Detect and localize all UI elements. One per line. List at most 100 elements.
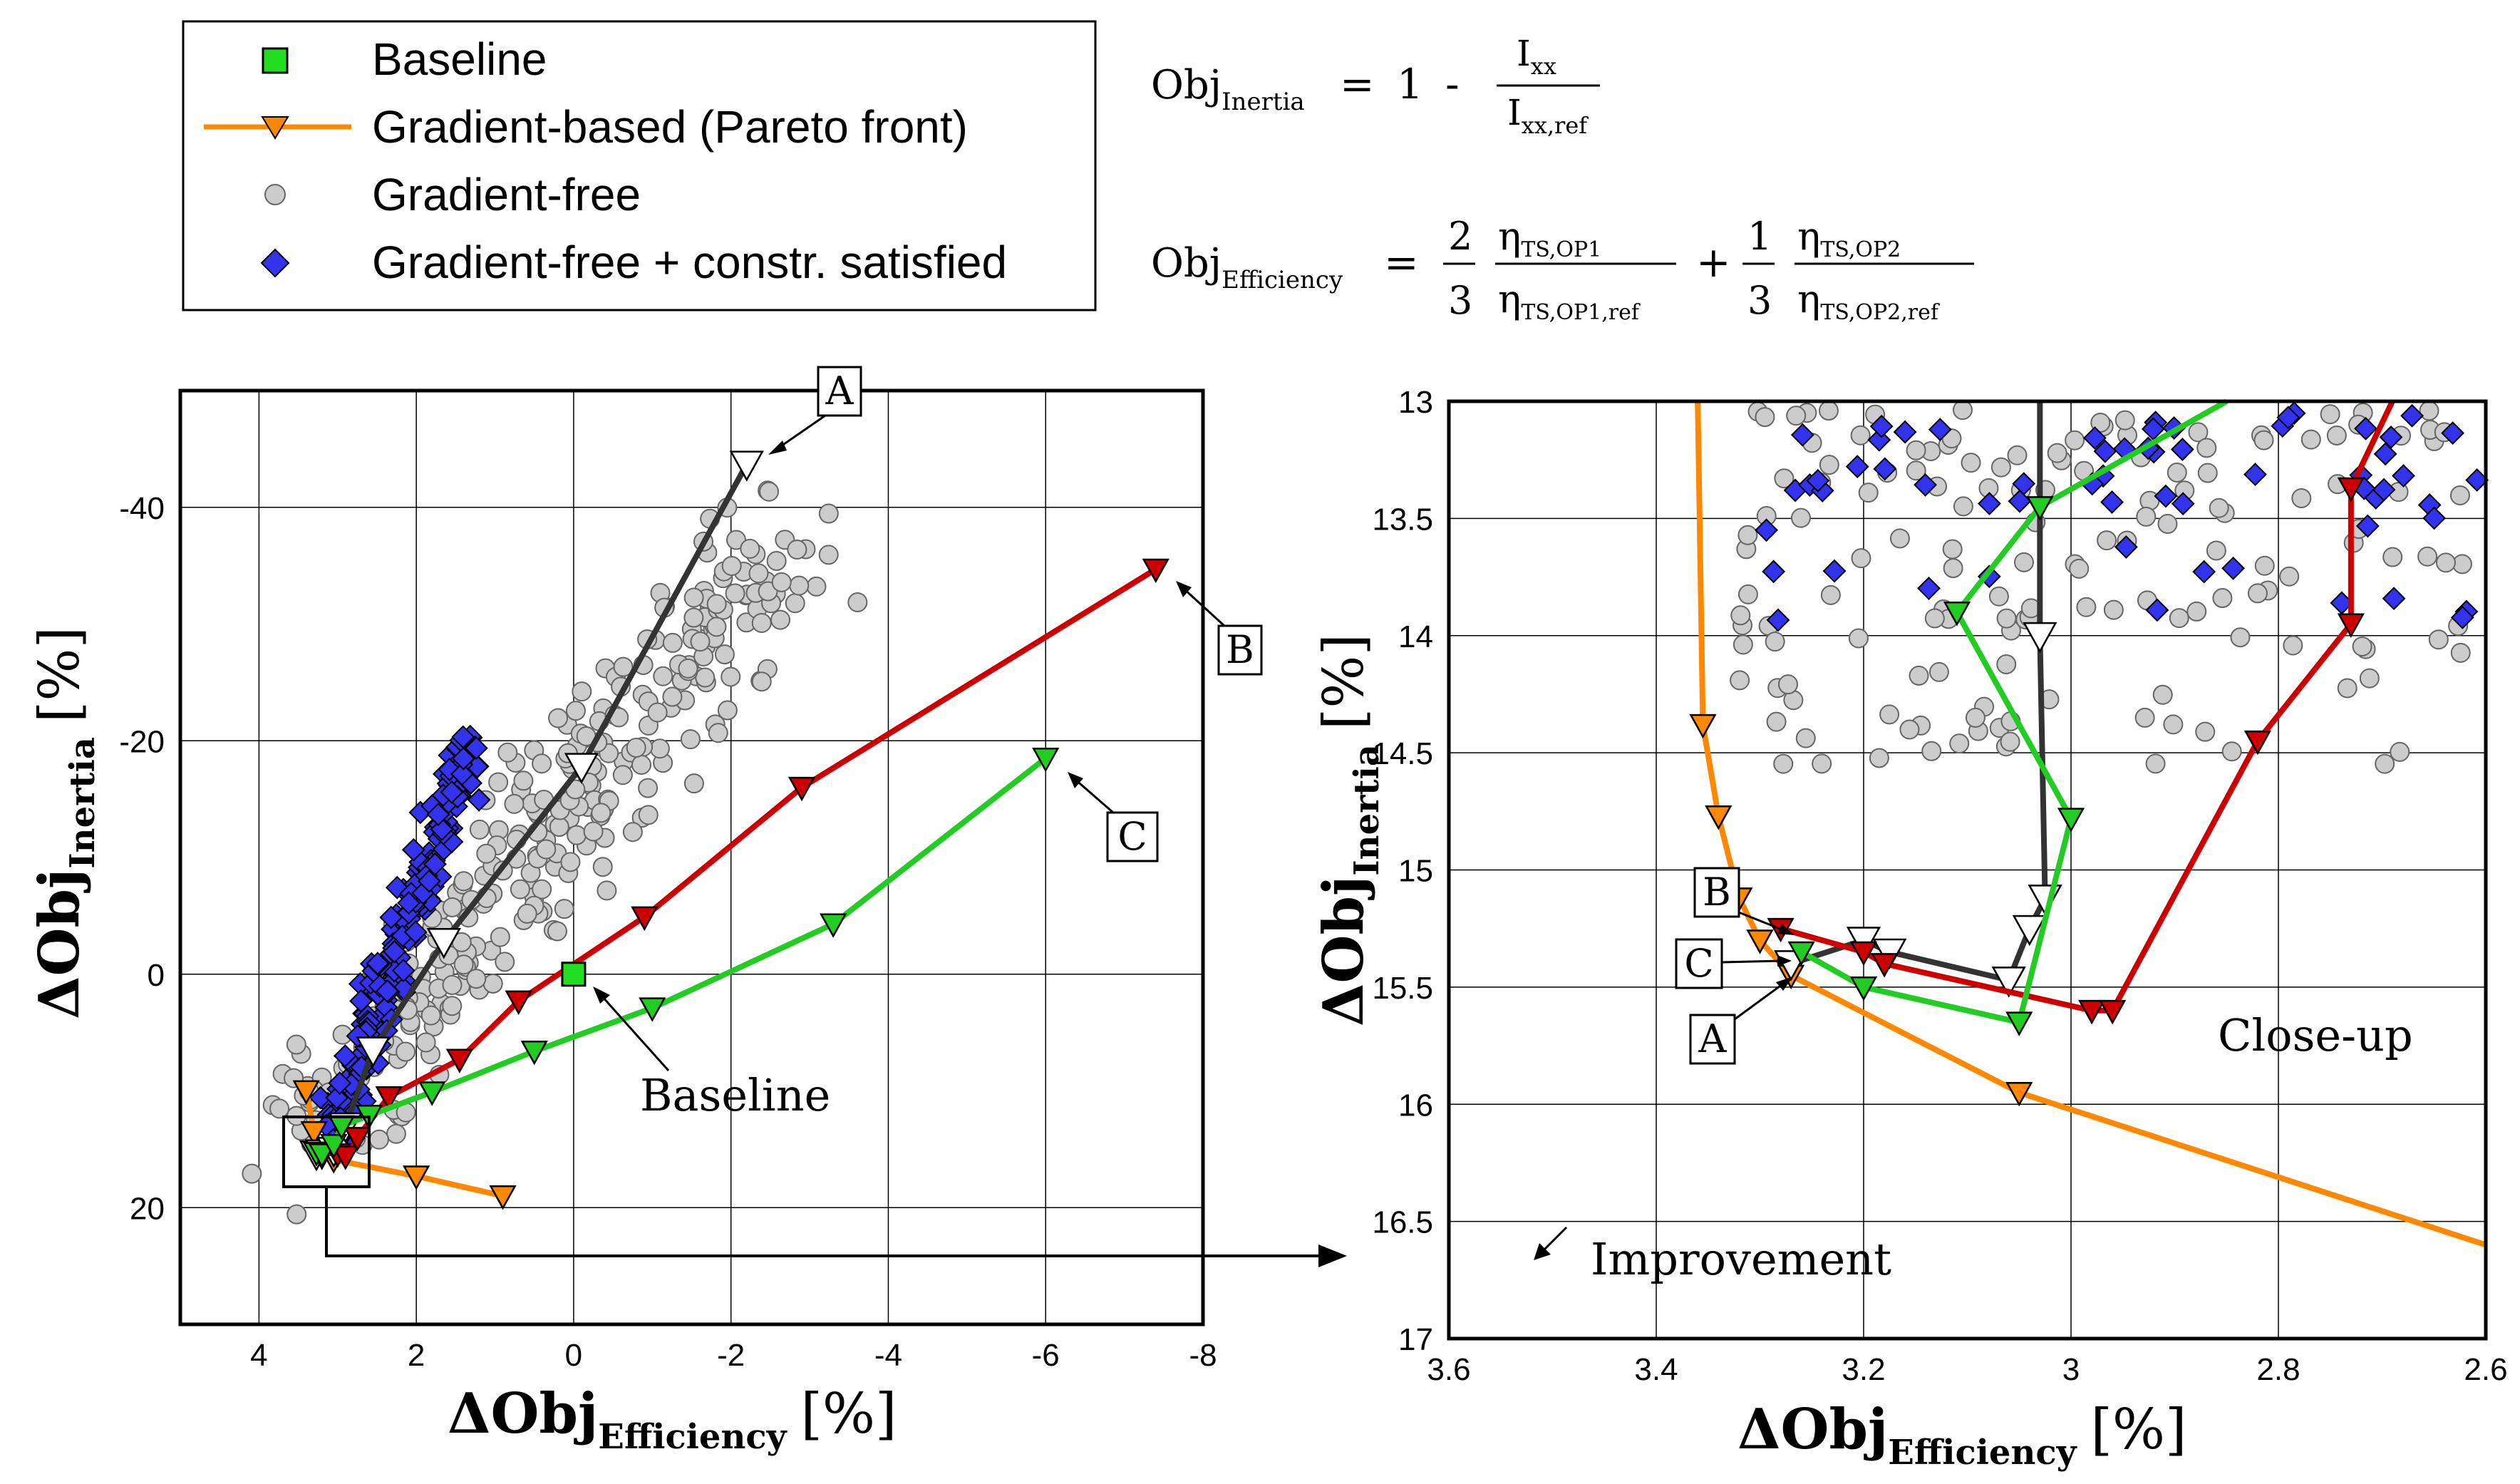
constr-satisfied-point [2276, 406, 2300, 430]
arrowhead-icon [1777, 924, 1795, 935]
gradient-free-point [2145, 753, 2166, 774]
series-marker [1705, 805, 1732, 830]
gradient-free-point [2417, 546, 2438, 567]
constr-satisfied-point [397, 891, 420, 915]
constr-satisfied-point [1893, 420, 1917, 444]
gradient-free-point [2352, 636, 2372, 656]
gradient-free-point [1850, 425, 1871, 445]
gradient-free-point [1899, 719, 1920, 740]
constr-satisfied-point [417, 869, 441, 893]
close-up-y-axis-label: ΔObjInertia[%] [1311, 634, 1387, 1026]
gradient-free-point [662, 686, 683, 707]
gradient-free-point [591, 803, 611, 823]
legend-entry-baseline: Baseline [262, 34, 547, 85]
gradient-free-point [721, 555, 742, 576]
gradient-free-point [2209, 498, 2229, 518]
close-up-grid [1449, 401, 2486, 1339]
constr-satisfied-point [2354, 416, 2377, 440]
x-tick-label: -2 [717, 1338, 745, 1373]
gradient-free-point [1820, 584, 1841, 605]
svg-text:=: = [1340, 60, 1375, 108]
gradient-free-point [2326, 425, 2347, 445]
constr-satisfied-point [2372, 478, 2396, 502]
legend-label-baseline: Baseline [372, 34, 547, 85]
legend: Baseline Gradient-based (Pareto front) G… [182, 20, 1097, 311]
constr-satisfied-point [1873, 457, 1897, 481]
series-marker [300, 1120, 328, 1146]
gradient-free-point [286, 1204, 307, 1225]
gradient-free-point [1737, 525, 1758, 545]
series-marker [820, 913, 847, 938]
gradient-free-point [286, 1034, 306, 1055]
gradient-free-point [466, 969, 487, 989]
series-marker [1787, 941, 1815, 967]
series-marker [445, 1048, 473, 1073]
gradient-free-point [513, 771, 534, 791]
series-marker [426, 928, 461, 959]
gradient-free-point [2136, 506, 2157, 527]
constr-satisfied-point [349, 989, 373, 1013]
svg-text:3: 3 [1747, 278, 1772, 323]
constr-satisfied-point [1845, 455, 1869, 479]
x-tick-label: -6 [1032, 1338, 1060, 1373]
y-tick-label: 16.5 [1372, 1205, 1433, 1240]
gradient-free-point [488, 772, 509, 793]
gradient-free-point [2450, 642, 2471, 663]
series-marker [1849, 941, 1878, 967]
label-a-box: A [768, 366, 862, 455]
overview-frame [178, 388, 1205, 1326]
plot-frame [178, 388, 1205, 1326]
gradient-free-point [572, 681, 592, 702]
gradient-free-point [2206, 540, 2226, 561]
gradient-free-point [695, 667, 716, 688]
constr-satisfied-point [1822, 559, 1847, 583]
constr-satisfied-point [2400, 403, 2424, 428]
y-tick-label: 15.5 [1372, 971, 1433, 1006]
close-up-region-box [282, 1115, 1347, 1267]
constr-satisfied-point [325, 1086, 349, 1110]
gradient-free-point [708, 723, 728, 743]
constr-satisfied-point [1755, 518, 1778, 542]
gradient-free-point [1953, 496, 1973, 517]
gradient-free-point [1732, 634, 1753, 655]
gradient-free-point [683, 587, 704, 608]
gradient-free-point [612, 765, 633, 785]
x-tick-label: 3.6 [1427, 1352, 1470, 1387]
gradient-free-point [785, 593, 805, 614]
constr-satisfied-point [383, 939, 406, 964]
svg-text:+: + [1696, 238, 1731, 287]
constr-satisfied-point [464, 736, 488, 760]
gradient-free-point [396, 1041, 416, 1062]
gradient-free-point [269, 1098, 290, 1119]
arrowhead-icon [768, 440, 787, 455]
gradient-free-point [453, 954, 474, 975]
gradient-free-point [638, 805, 659, 825]
constr-satisfied-point [2355, 514, 2380, 538]
series-marker [2005, 1011, 2033, 1036]
gradient-free-point [2167, 462, 2187, 483]
series-marker [2023, 622, 2057, 654]
gradient-free-point [482, 973, 503, 994]
series-marker [292, 1080, 320, 1106]
svg-text:ΔObjInertia[%]: ΔObjInertia[%] [27, 627, 103, 1019]
legend-square-icon [262, 47, 289, 74]
y-tick-label: 13.5 [1372, 502, 1433, 537]
gradient-free-point [495, 952, 515, 972]
gradient-free-point [1869, 748, 1889, 768]
svg-text:ΔObjInertia[%]: ΔObjInertia[%] [1311, 634, 1387, 1026]
gradient-free-point [847, 592, 868, 613]
gradient-free-point [717, 700, 738, 721]
constr-satisfied-point [366, 952, 390, 976]
gradient-free-point [567, 825, 587, 845]
gradient-free-point [420, 1005, 441, 1026]
gradient-free-point [2390, 741, 2410, 762]
gradient-free-point [690, 632, 711, 652]
label-a-box: A [1689, 977, 1793, 1065]
gradient-free-point [476, 843, 497, 864]
gradient-free-point [1790, 507, 1811, 528]
gradient-free-point [2047, 443, 2067, 463]
svg-text:Ixx: Ixx [1517, 33, 1556, 80]
gradient-free-point [1909, 665, 1929, 686]
x-tick-label: 2.6 [2464, 1352, 2507, 1387]
series-marker [331, 1145, 359, 1170]
